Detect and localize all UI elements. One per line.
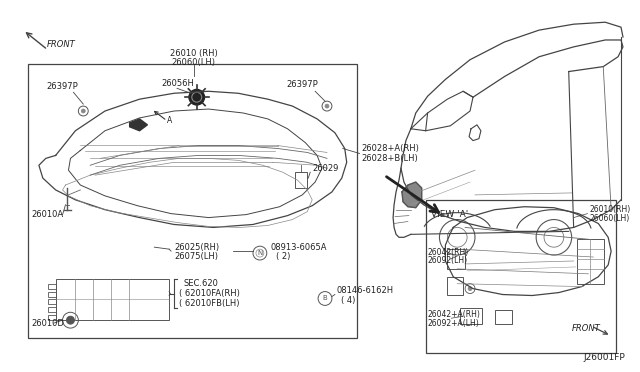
Text: 08146-6162H: 08146-6162H (337, 286, 394, 295)
Text: 26028+A(RH): 26028+A(RH) (362, 144, 419, 153)
Circle shape (189, 89, 205, 105)
Text: FRONT: FRONT (572, 324, 600, 333)
Text: 26092(LH): 26092(LH) (428, 256, 468, 266)
Bar (48, 307, 56, 312)
Text: J26001FP: J26001FP (583, 353, 625, 362)
Text: 26092+A(LH): 26092+A(LH) (428, 319, 479, 328)
Circle shape (67, 316, 74, 324)
Bar (48, 284, 56, 289)
Text: 26025(RH): 26025(RH) (174, 243, 219, 252)
Text: 26397P: 26397P (287, 80, 318, 89)
Text: 26010(RH): 26010(RH) (589, 205, 630, 214)
Bar (48, 315, 56, 320)
Text: 26060(LH): 26060(LH) (172, 58, 216, 67)
Bar (56, 279, 169, 320)
Text: 26075(LH): 26075(LH) (174, 251, 218, 260)
Text: 26028+B(LH): 26028+B(LH) (362, 154, 419, 163)
Text: VIEW 'A': VIEW 'A' (431, 210, 468, 219)
Text: A: A (167, 116, 172, 125)
Bar (48, 292, 56, 296)
Text: 26060(LH): 26060(LH) (589, 214, 630, 223)
Circle shape (325, 104, 329, 108)
Text: SEC.620: SEC.620 (184, 279, 219, 288)
Bar (495, 310, 513, 324)
Text: 26010 (RH): 26010 (RH) (170, 49, 218, 58)
Text: 08913-6065A: 08913-6065A (271, 243, 327, 252)
Bar (28, 64, 356, 338)
Bar (48, 299, 56, 304)
Bar (447, 277, 463, 295)
Circle shape (468, 287, 472, 291)
Text: 26010A: 26010A (31, 210, 63, 219)
Text: 26056H: 26056H (161, 79, 194, 88)
Text: FRONT: FRONT (47, 41, 76, 49)
Polygon shape (130, 119, 147, 131)
Polygon shape (402, 182, 422, 208)
Circle shape (81, 109, 85, 113)
Bar (426, 200, 616, 353)
Text: 26042(RH): 26042(RH) (428, 248, 469, 257)
Text: 26397P: 26397P (47, 82, 79, 91)
Text: 26010D: 26010D (31, 319, 64, 328)
Bar (447, 249, 465, 269)
Text: ( 62010FB(LH): ( 62010FB(LH) (179, 299, 239, 308)
Bar (460, 308, 482, 324)
Bar (577, 239, 604, 284)
Text: B: B (323, 295, 328, 301)
Bar (296, 172, 307, 188)
Text: N: N (257, 250, 262, 256)
Text: 26029: 26029 (312, 164, 339, 173)
Text: 26042+A(RH): 26042+A(RH) (428, 310, 481, 319)
Text: ( 4): ( 4) (340, 296, 355, 305)
Text: ( 62010FA(RH): ( 62010FA(RH) (179, 289, 240, 298)
Text: ( 2): ( 2) (276, 251, 290, 260)
